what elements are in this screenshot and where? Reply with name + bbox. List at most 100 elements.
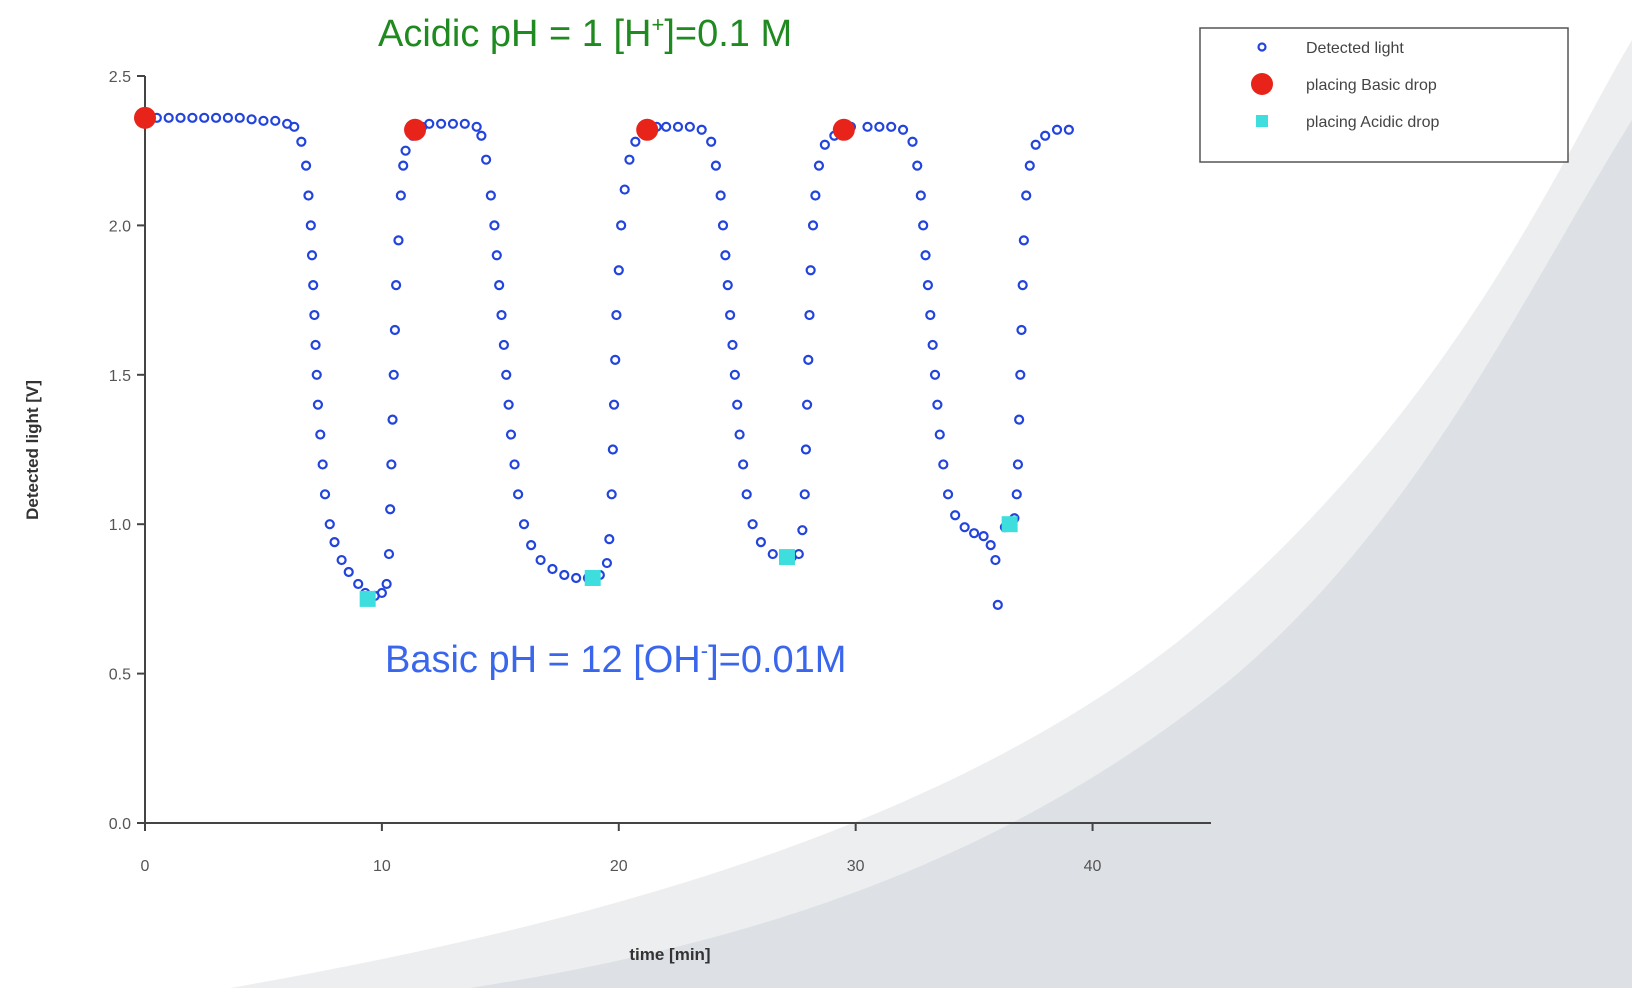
data-point <box>810 190 821 201</box>
data-point <box>385 504 396 515</box>
data-point <box>802 399 813 410</box>
legend-label: Detected light <box>1306 40 1404 57</box>
data-point <box>1017 280 1028 291</box>
data-point <box>886 121 897 132</box>
data-point <box>308 280 319 291</box>
legend-marker <box>1251 73 1273 95</box>
data-point <box>608 399 620 410</box>
annotation-part: Basic pH = 12 [OH <box>385 639 701 681</box>
data-point <box>187 112 198 123</box>
y-axis-label: Detected light [V] <box>23 380 42 520</box>
data-point <box>862 121 873 132</box>
data-point <box>727 339 738 351</box>
data-point <box>526 540 537 551</box>
data-point <box>1012 459 1024 470</box>
data-point <box>619 184 630 195</box>
data-point <box>381 578 392 590</box>
x-tick-label: 20 <box>610 858 628 875</box>
data-point <box>607 444 618 455</box>
data-point <box>696 124 707 135</box>
data-point <box>915 190 926 201</box>
data-point <box>624 154 635 165</box>
data-point <box>1011 489 1022 500</box>
data-point <box>819 139 830 150</box>
data-point <box>309 309 320 321</box>
data-point <box>134 106 156 129</box>
data-point <box>832 118 855 141</box>
data-point <box>336 554 347 566</box>
data-point <box>747 519 758 530</box>
data-point <box>258 115 269 126</box>
data-point <box>732 399 743 410</box>
y-tick-label: 1.5 <box>109 368 131 385</box>
data-point <box>476 130 487 141</box>
data-point <box>386 459 397 470</box>
data-point <box>310 339 321 351</box>
data-point <box>376 587 387 599</box>
data-point <box>927 339 938 351</box>
data-point <box>175 112 186 123</box>
data-point <box>616 220 627 231</box>
data-point <box>300 160 312 171</box>
data-point <box>934 429 945 440</box>
data-point <box>398 160 409 171</box>
data-point <box>498 339 509 351</box>
data-point <box>234 112 245 123</box>
y-tick-label: 0.5 <box>109 667 131 684</box>
data-point <box>722 280 733 291</box>
data-point <box>803 354 814 365</box>
data-point <box>389 324 401 336</box>
data-point <box>387 414 398 425</box>
data-point <box>907 136 918 147</box>
data-point <box>925 309 936 321</box>
data-point <box>767 548 778 560</box>
data-point <box>992 599 1003 610</box>
data-point <box>950 510 961 521</box>
data-point <box>163 112 174 123</box>
data-point <box>296 136 307 147</box>
y-tick-label: 1.0 <box>109 517 131 534</box>
data-point <box>805 265 816 276</box>
data-point <box>1030 139 1041 150</box>
data-point <box>395 190 406 201</box>
data-point <box>503 399 514 410</box>
x-tick-label: 30 <box>847 858 865 875</box>
data-point <box>400 145 411 156</box>
data-point <box>630 136 641 147</box>
data-point <box>990 554 1001 566</box>
annotation-part: + <box>652 12 665 37</box>
data-point <box>606 489 617 500</box>
data-point <box>604 534 615 545</box>
data-point <box>793 548 804 560</box>
data-point <box>509 459 520 470</box>
data-point <box>611 309 622 321</box>
data-point <box>1018 235 1029 246</box>
data-point <box>804 309 815 321</box>
x-tick-label: 40 <box>1084 858 1102 875</box>
data-point <box>800 444 812 455</box>
data-point <box>485 190 496 201</box>
data-point <box>1063 124 1074 135</box>
data-point <box>489 220 500 231</box>
data-point <box>1024 160 1035 171</box>
data-point <box>571 572 582 584</box>
data-point <box>1001 516 1018 533</box>
data-point <box>393 235 404 246</box>
data-point <box>807 220 819 231</box>
data-point <box>505 429 517 440</box>
data-point <box>720 250 731 261</box>
data-point <box>494 280 505 291</box>
annotation-part: - <box>701 638 708 663</box>
data-point <box>312 399 324 410</box>
data-point <box>459 118 470 129</box>
data-point <box>797 525 808 536</box>
data-point <box>1040 130 1051 141</box>
data-point <box>471 121 482 132</box>
data-point <box>311 369 322 380</box>
data-point <box>601 557 613 569</box>
data-point <box>353 578 364 590</box>
data-point <box>289 121 300 132</box>
data-point <box>929 369 941 380</box>
data-point <box>755 537 767 548</box>
